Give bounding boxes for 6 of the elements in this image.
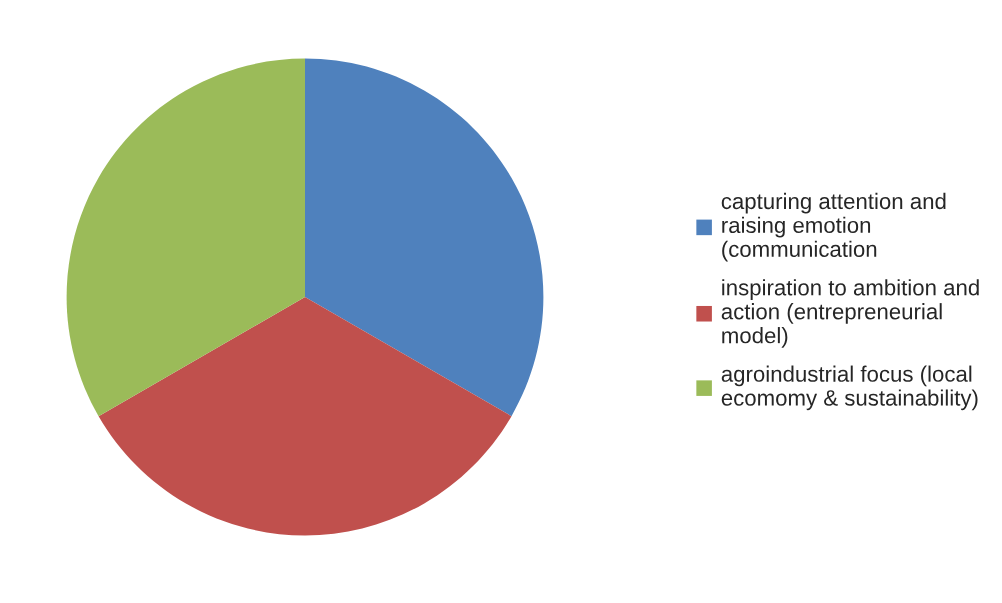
legend-label: agroindustrial focus (local ecomomy & sustainability) <box>721 365 978 411</box>
legend-label: inspiration to ambition and action (entrepreneurial model) <box>721 279 979 348</box>
legend-label: capturing attention and raising emotion (communication <box>721 192 946 262</box>
pie-slice <box>66 58 305 417</box>
pie-slice <box>98 297 512 536</box>
pie-slice <box>305 58 544 417</box>
